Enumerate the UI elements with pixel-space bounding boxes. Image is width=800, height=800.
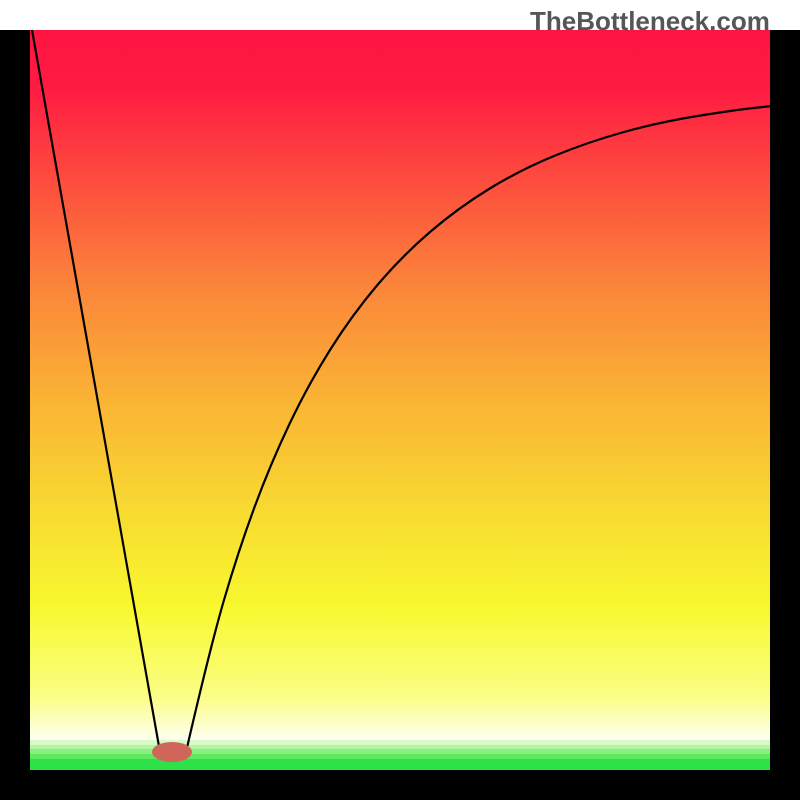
plot-border-left bbox=[0, 30, 30, 800]
plot-border-right bbox=[770, 30, 800, 800]
chart-container: TheBottleneck.com bbox=[0, 0, 800, 800]
curve-overlay bbox=[0, 0, 800, 800]
bottleneck-left-line bbox=[32, 30, 160, 752]
plot-border-bottom bbox=[0, 770, 800, 800]
bottleneck-marker bbox=[152, 742, 192, 762]
watermark-text: TheBottleneck.com bbox=[530, 6, 770, 37]
bottleneck-right-curve bbox=[186, 106, 772, 752]
